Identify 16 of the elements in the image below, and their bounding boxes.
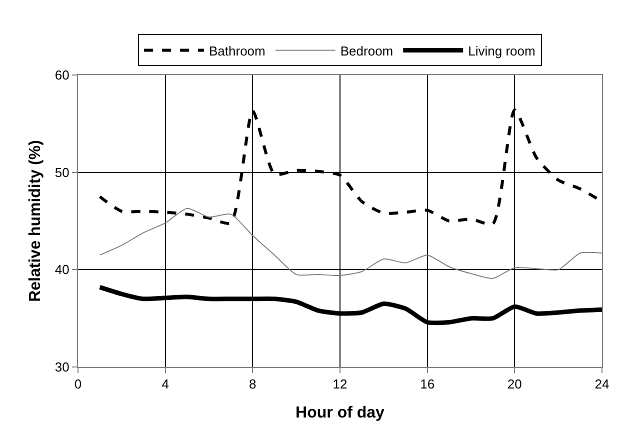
y-tick-label: 60 [54, 68, 70, 83]
x-tick-label: 16 [420, 376, 435, 392]
legend-label: Bedroom [340, 43, 394, 58]
x-tick-label: 12 [332, 376, 348, 392]
x-tick-label: 0 [74, 376, 82, 392]
x-tick-label: 20 [507, 376, 522, 392]
x-tick-label: 4 [162, 376, 169, 392]
y-tick-label: 50 [54, 164, 70, 180]
legend-label: Bathroom [209, 43, 266, 58]
y-axis-title: Relative humidity (%) [26, 140, 44, 302]
x-axis-title: Hour of day [296, 404, 385, 422]
y-tick-label: 40 [54, 262, 70, 278]
x-tick-label: 24 [594, 376, 610, 392]
y-tick-label: 30 [54, 360, 70, 375]
x-tick-label: 8 [249, 376, 256, 392]
legend-label: Living room [468, 43, 536, 58]
